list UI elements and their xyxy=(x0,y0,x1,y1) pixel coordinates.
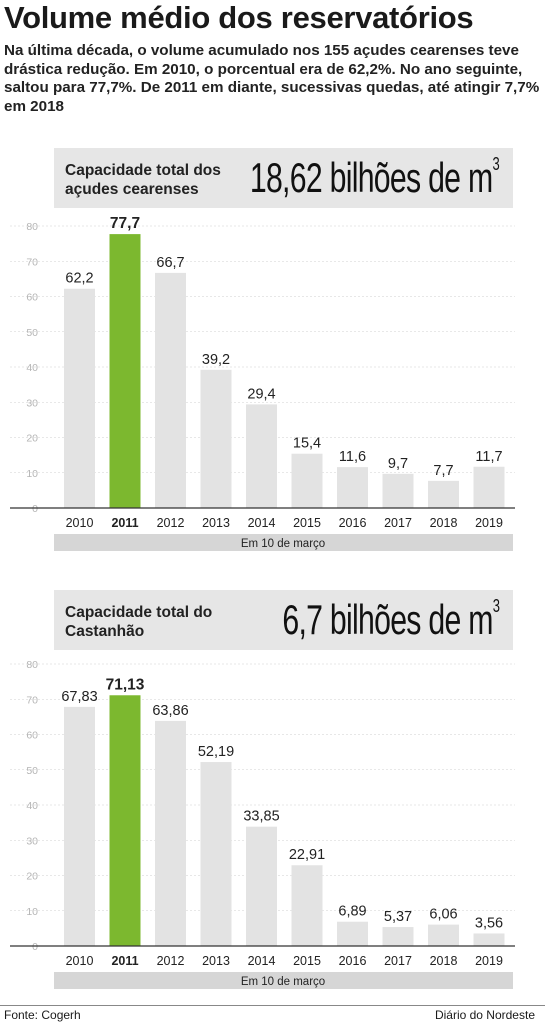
data-label: 52,19 xyxy=(198,744,234,760)
data-label: 5,37 xyxy=(384,909,412,925)
y-tick-label: 60 xyxy=(26,292,38,304)
data-label: 11,6 xyxy=(339,449,366,465)
x-tick-label: 2014 xyxy=(248,954,276,968)
data-label: 66,7 xyxy=(156,255,184,271)
data-label: 3,56 xyxy=(475,915,503,931)
bar xyxy=(291,865,323,946)
x-tick-label: 2010 xyxy=(66,954,94,968)
data-label: 15,4 xyxy=(293,436,321,452)
bar xyxy=(382,473,414,508)
bar xyxy=(109,695,141,946)
x-tick-label: 2017 xyxy=(384,954,412,968)
bar xyxy=(382,927,414,946)
capacity-value-text: 18,62 bilhões de m xyxy=(249,154,493,201)
y-tick-label: 80 xyxy=(26,659,38,671)
capacity-value-text: 6,7 bilhões de m xyxy=(282,596,493,643)
data-label: 33,85 xyxy=(243,809,279,825)
chart-acudes: 0 10 20 30 40 50 60 70 80 62,2 2010 77,7 2011 66,7 201… xyxy=(10,215,515,551)
x-tick-label: 2011 xyxy=(111,516,138,530)
capacity-box-castanhao: Capacidade total do Castanhão 6,7 bilhõe… xyxy=(54,590,513,650)
y-tick-label: 80 xyxy=(26,221,38,233)
data-label: 77,7 xyxy=(110,215,140,232)
capacity-label: Capacidade total do Castanhão xyxy=(65,604,213,640)
date-note-band xyxy=(54,972,513,989)
bar xyxy=(246,826,277,946)
bar xyxy=(200,369,232,508)
bar xyxy=(473,466,505,508)
data-label: 63,86 xyxy=(152,703,188,719)
data-label: 29,4 xyxy=(247,386,275,402)
bar xyxy=(473,933,505,946)
y-tick-label: 30 xyxy=(26,835,38,847)
x-tick-label: 2019 xyxy=(475,516,503,530)
x-tick-label: 2018 xyxy=(430,516,458,530)
data-label: 7,7 xyxy=(433,463,453,479)
page-subtitle: Na última década, o volume acumulado nos… xyxy=(4,42,540,115)
x-tick-label: 2012 xyxy=(157,516,185,530)
y-tick-label: 0 xyxy=(32,503,38,515)
date-note: Em 10 de março xyxy=(241,976,325,988)
capacity-unit-superscript: 3 xyxy=(492,596,500,616)
y-tick-label: 0 xyxy=(32,941,38,953)
y-tick-label: 20 xyxy=(26,433,38,445)
chart-castanhao: 0 10 20 30 40 50 60 70 80 67,83 2010 71,13 2011 63,86… xyxy=(10,659,515,989)
x-tick-label: 2013 xyxy=(202,516,230,530)
y-tick-label: 70 xyxy=(26,256,38,268)
bar xyxy=(337,921,368,946)
capacity-label: Capacidade total dos açudes cearenses xyxy=(65,162,221,198)
x-tick-label: 2015 xyxy=(293,516,321,530)
page-title: Volume médio dos reservatórios xyxy=(4,0,474,35)
bar xyxy=(200,762,232,946)
y-tick-label: 50 xyxy=(26,765,38,777)
x-tick-label: 2012 xyxy=(157,954,185,968)
x-tick-label: 2017 xyxy=(384,516,412,530)
x-tick-label: 2018 xyxy=(430,954,458,968)
capacity-value: 6,7 bilhões de m3 xyxy=(282,596,500,644)
bar xyxy=(64,706,95,946)
data-label: 22,91 xyxy=(289,847,325,863)
y-tick-label: 60 xyxy=(26,730,38,742)
y-tick-label: 30 xyxy=(26,397,38,409)
y-tick-label: 50 xyxy=(26,327,38,339)
date-note: Em 10 de março xyxy=(241,538,325,550)
y-tick-label: 10 xyxy=(26,468,38,480)
capacity-unit-superscript: 3 xyxy=(492,154,500,174)
source-credit: Fonte: Cogerh xyxy=(4,1008,81,1022)
data-label: 62,2 xyxy=(65,271,93,287)
data-label: 6,89 xyxy=(338,904,366,920)
y-tick-label: 70 xyxy=(26,694,38,706)
x-tick-label: 2019 xyxy=(475,954,503,968)
bar xyxy=(109,234,141,509)
x-tick-label: 2016 xyxy=(339,954,367,968)
y-tick-label: 40 xyxy=(26,362,38,374)
y-tick-label: 10 xyxy=(26,906,38,918)
date-note-band xyxy=(54,534,513,551)
bar xyxy=(291,453,323,508)
data-label: 39,2 xyxy=(202,352,230,368)
data-label: 9,7 xyxy=(388,456,408,472)
bar xyxy=(246,404,277,508)
y-tick-label: 20 xyxy=(26,871,38,883)
y-tick-label: 40 xyxy=(26,800,38,812)
capacity-box-acudes: Capacidade total dos açudes cearenses 18… xyxy=(54,148,513,208)
data-label: 11,7 xyxy=(475,449,502,465)
data-label: 71,13 xyxy=(106,676,145,693)
x-tick-label: 2011 xyxy=(111,954,138,968)
x-tick-label: 2016 xyxy=(339,516,367,530)
bar xyxy=(337,467,368,508)
bar xyxy=(428,480,459,508)
data-label: 6,06 xyxy=(429,907,457,923)
capacity-value: 18,62 bilhões de m3 xyxy=(249,154,500,202)
bar xyxy=(64,288,95,508)
x-tick-label: 2015 xyxy=(293,954,321,968)
bar xyxy=(155,720,186,946)
data-label: 67,83 xyxy=(61,689,97,705)
bar xyxy=(155,272,186,508)
x-tick-label: 2010 xyxy=(66,516,94,530)
x-tick-label: 2014 xyxy=(248,516,276,530)
footer-divider xyxy=(0,1005,545,1006)
x-tick-label: 2013 xyxy=(202,954,230,968)
bar xyxy=(428,924,459,946)
publisher-credit: Diário do Nordeste xyxy=(434,1008,535,1022)
